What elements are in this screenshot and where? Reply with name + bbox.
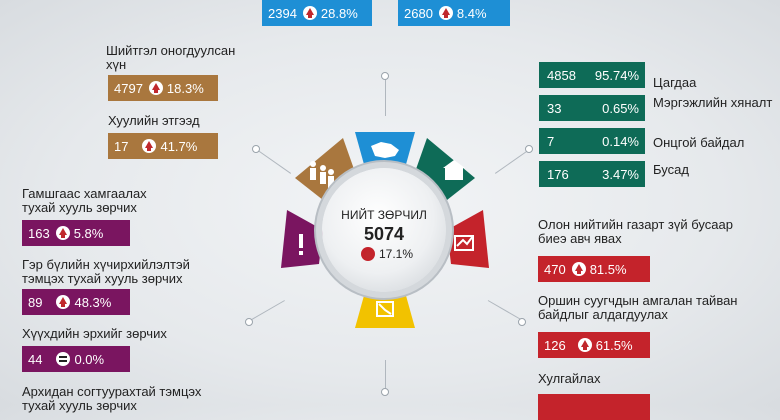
- top-stat-2-value: 2680: [404, 5, 433, 21]
- connector-line: [385, 360, 386, 392]
- label-khuukhdiin: Хүүхдийн эрхийг зөрчих: [22, 326, 167, 341]
- agency-other-label: Бусад: [653, 162, 689, 177]
- total-title: НИЙТ ЗӨРЧИЛ: [341, 208, 427, 222]
- label-khuuliin: Хуулийн этгээд: [108, 113, 200, 128]
- arrow-up-icon: [577, 338, 592, 352]
- connector-dot: [252, 145, 260, 153]
- label-arkhi: Архидан согтуурахтай тэмцэх тухай хууль …: [22, 384, 202, 413]
- stat-olon: 470 81.5%: [538, 256, 650, 282]
- top-stat-1: [262, 0, 372, 26]
- arrow-up-icon: [148, 81, 163, 95]
- arrow-up-icon: [571, 262, 586, 276]
- agency-emergency-label: Онцгой байдал: [653, 135, 745, 150]
- label-orshin: Оршин суугчдын амгалан тайван байдлыг ал…: [538, 293, 738, 322]
- arrow-up-icon: [360, 247, 375, 261]
- arrow-up-icon: [302, 6, 317, 20]
- equal-icon: [56, 352, 71, 366]
- map-icon: [371, 142, 399, 158]
- total-pct: 17.1%: [378, 247, 414, 261]
- stat-khuukhdiin: 44 0.0%: [22, 346, 130, 372]
- chart-up-icon: [454, 235, 474, 251]
- total-value: 5074: [363, 224, 405, 244]
- connector-line: [385, 76, 386, 116]
- top-stat-1-value: 2394: [268, 5, 297, 21]
- agency-police-label: Цагдаа: [653, 75, 697, 90]
- label-geriin: Гэр бүлийн хүчирхийлэлтэй тэмцэх тухай х…: [22, 257, 190, 286]
- agency-inspection-label: Мэргэжлийн хяналт: [653, 95, 773, 110]
- connector-dot: [518, 318, 526, 326]
- agency-emergency: 7 0.14%: [539, 128, 645, 154]
- arrow-up-icon: [55, 226, 70, 240]
- chart-down-icon: [376, 301, 394, 317]
- family-icon: [310, 161, 316, 167]
- stat-gamshig: 163 5.8%: [22, 220, 130, 246]
- connector-dot: [381, 72, 389, 80]
- category-wheel: [281, 132, 489, 328]
- arrow-up-icon: [438, 6, 453, 20]
- total-violations: НИЙТ ЗӨРЧИЛ 5074 17.1%: [322, 168, 446, 292]
- arrow-up-icon: [56, 295, 71, 309]
- label-gamshig: Гамшгаас хамгаалах тухай хууль зөрчих: [22, 186, 147, 215]
- top-stat-2-pct: 8.4%: [456, 5, 487, 21]
- stat-shiitgel: 4797 18.3%: [108, 75, 218, 101]
- stat-khuuliin: 17 41.7%: [108, 133, 218, 159]
- segment-red: [447, 210, 489, 268]
- arrow-up-icon: [142, 139, 157, 153]
- connector-dot: [381, 388, 389, 396]
- top-stat-1-pct: 28.8%: [320, 5, 358, 21]
- agency-inspection: 33 0.65%: [539, 95, 645, 121]
- agency-other: 176 3.47%: [539, 161, 645, 187]
- agency-police: 4858 95.74%: [539, 62, 645, 88]
- label-olon: Олон нийтийн газарт зүй бусаар биеэ авч …: [538, 217, 733, 246]
- stat-orshin: 126 61.5%: [538, 332, 650, 358]
- building-icon: [445, 168, 463, 180]
- connector-dot: [245, 318, 253, 326]
- exclamation-icon: [299, 234, 303, 248]
- label-khulgai: Хулгайлах: [538, 371, 601, 386]
- top-stat-2: [398, 0, 510, 26]
- stat-geriin: 89 48.3%: [22, 289, 130, 315]
- stat-khulgai: [538, 394, 650, 420]
- connector-dot: [525, 145, 533, 153]
- label-shiitgel: Шийтгэл оногдуулсан хүн: [106, 43, 236, 72]
